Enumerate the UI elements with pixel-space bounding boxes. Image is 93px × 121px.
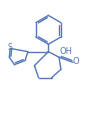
Text: O: O xyxy=(72,57,79,66)
Text: OH: OH xyxy=(60,47,73,56)
Text: S: S xyxy=(7,43,12,52)
